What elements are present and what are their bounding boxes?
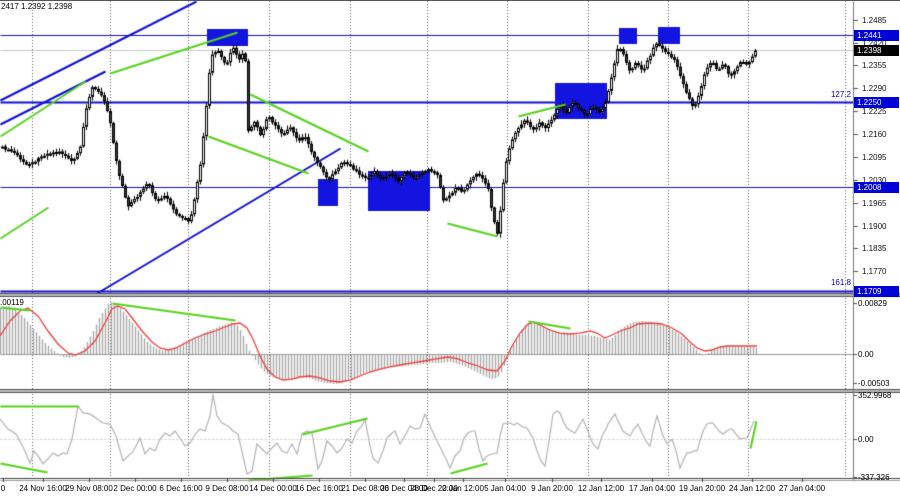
time-label: 24 Nov 16:00 xyxy=(19,484,67,493)
time-label: 16 Dec 16:00 xyxy=(295,484,343,493)
time-label: 27 Jan 04:00 xyxy=(778,484,826,493)
price-tick-label: 1.1835 xyxy=(862,244,887,253)
time-label: 0 xyxy=(0,484,6,493)
time-label: 28 Dec 20:00 xyxy=(410,484,458,493)
time-label: 24 Jan 12:00 xyxy=(728,484,776,493)
price-tag-1.2250: 1.2250 xyxy=(854,97,899,108)
price-tick-label: 1.2160 xyxy=(862,130,887,139)
price-tick-label: 1.2095 xyxy=(862,153,887,162)
time-label: 9 Dec 08:00 xyxy=(205,484,249,493)
price-tick-label: 1.2355 xyxy=(862,61,887,70)
oscillator-scale-label: 0.00 xyxy=(858,435,874,444)
price-tag-1.1709: 1.1709 xyxy=(854,286,899,297)
time-label: 21 Dec 08:00 xyxy=(341,484,389,493)
macd-scale-label: -0.00503 xyxy=(858,379,890,388)
price-tag-1.2398: 1.2398 xyxy=(854,45,899,56)
fib-label-127.2: 127.2 xyxy=(830,90,851,99)
time-label: 6 Dec 16:00 xyxy=(159,484,203,493)
macd-value-label: .00119 xyxy=(0,298,24,307)
price-tick-label: 1.1965 xyxy=(862,199,887,208)
price-tick-label: 1.2485 xyxy=(862,16,887,25)
ohlc-readout: 2417 1.2392 1.2398 xyxy=(1,2,73,11)
oscillator-scale-label: -337.326 xyxy=(858,473,890,482)
time-label: 2 Dec 00:00 xyxy=(113,484,157,493)
time-label: 19 Jan 20:00 xyxy=(678,484,726,493)
macd-scale-label: 0.00829 xyxy=(858,299,887,308)
price-tick-label: 1.1900 xyxy=(862,222,887,231)
time-label: 26 Dec 04:00 xyxy=(380,484,428,493)
price-tag-1.2441: 1.2441 xyxy=(854,30,899,41)
price-tick-label: 1.2290 xyxy=(862,84,887,93)
price-tag-1.2008: 1.2008 xyxy=(854,182,899,193)
time-label: 2 Jan 12:00 xyxy=(442,484,484,493)
fib-label-161.8: 161.8 xyxy=(830,278,851,287)
price-tick-label: 1.2225 xyxy=(862,107,887,116)
time-label: 9 Jan 20:00 xyxy=(531,484,573,493)
time-label: 12 Jan 12:00 xyxy=(577,484,625,493)
price-tick-label: 1.2420 xyxy=(862,39,887,48)
time-label: 14 Dec 00:00 xyxy=(249,484,297,493)
macd-scale-label: 0.00 xyxy=(858,350,874,359)
price-tick-label: 1.1770 xyxy=(862,267,887,276)
time-label: 5 Jan 04:00 xyxy=(484,484,526,493)
time-label: 29 Nov 08:00 xyxy=(65,484,113,493)
price-tick-label: 1.2030 xyxy=(862,176,887,185)
time-label: 17 Jan 04:00 xyxy=(628,484,676,493)
oscillator-scale-label: 352.9968 xyxy=(858,391,892,400)
